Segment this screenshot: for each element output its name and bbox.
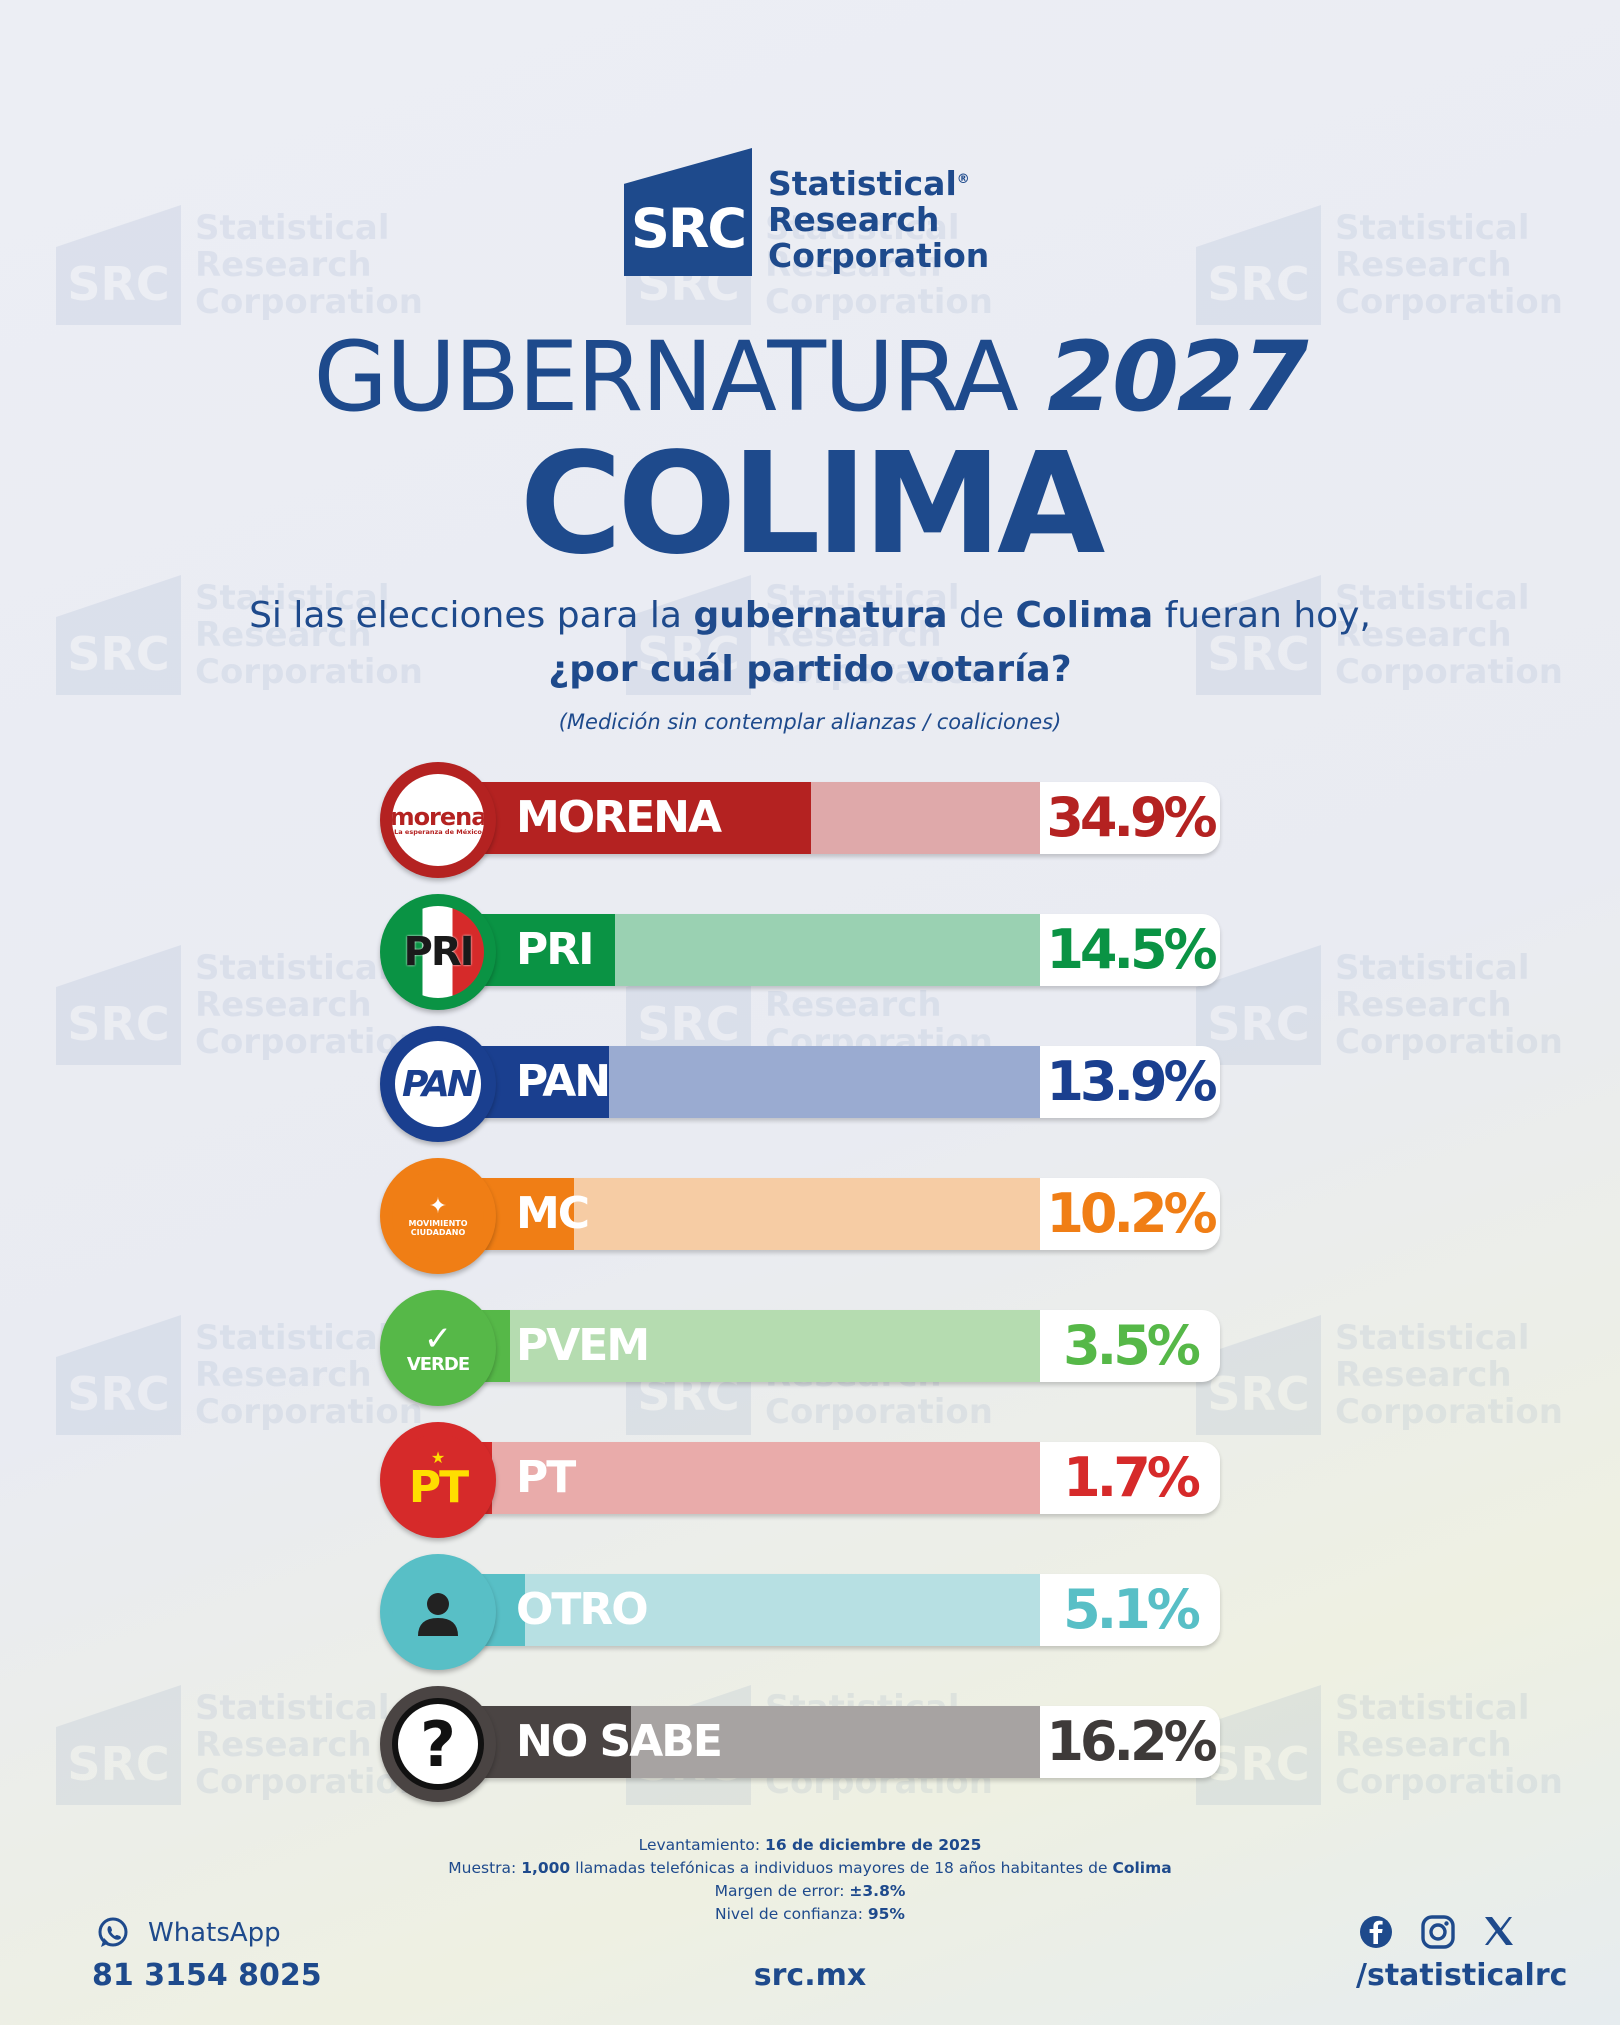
phone-number[interactable]: 81 3154 8025	[92, 1958, 322, 1993]
value-label: 1.7%	[1063, 1446, 1201, 1509]
bar-fill	[476, 914, 616, 986]
pri-logo-icon: PRI	[380, 894, 496, 1010]
bar-row: MC 10.2% ✦ MOVIMIENTO CIUDADANO	[380, 1158, 1250, 1282]
value-label: 13.9%	[1046, 1050, 1217, 1113]
pan-logo-icon: PAN	[380, 1026, 496, 1142]
category-label: MC	[516, 1188, 590, 1239]
value-label: 5.1%	[1063, 1578, 1201, 1641]
otro-person-icon	[380, 1554, 496, 1670]
value-label: 10.2%	[1046, 1182, 1217, 1245]
bar-track	[476, 1310, 1220, 1382]
title-main: GUBERNATURA	[313, 321, 1019, 433]
bar-row: PT 1.7% ★ PT	[380, 1422, 1250, 1546]
bar-background	[476, 1574, 1040, 1646]
bar-row: OTRO 5.1%	[380, 1554, 1250, 1678]
instagram-icon[interactable]	[1420, 1914, 1456, 1950]
logo-mark: SRC	[624, 148, 752, 276]
value-box	[1040, 1574, 1220, 1646]
footer-muestra: Muestra: 1,000 llamadas telefónicas a in…	[448, 1859, 1172, 1877]
category-label: NO SABE	[516, 1716, 723, 1767]
pvem-logo-icon: ✓ VERDE	[380, 1290, 496, 1406]
bar-row: MORENA 34.9% morena La esperanza de México	[380, 762, 1250, 886]
value-box	[1040, 1442, 1220, 1514]
value-box	[1040, 1310, 1220, 1382]
value-label: 34.9%	[1046, 786, 1217, 849]
bar-background	[476, 1442, 1040, 1514]
bar-fill	[476, 782, 811, 854]
state-title: COLIMA	[519, 423, 1106, 586]
src-logo: SRC Statistical® Research Corporation	[624, 148, 989, 276]
whatsapp-icon	[98, 1917, 128, 1947]
category-label: PRI	[516, 924, 594, 975]
footer-margen: Margen de error: ±3.8%	[714, 1882, 906, 1900]
pt-logo-icon: ★ PT	[380, 1422, 496, 1538]
bar-track	[476, 1046, 1220, 1118]
bar-fill	[476, 1706, 632, 1778]
bar-track	[476, 914, 1220, 986]
category-label: PVEM	[516, 1320, 650, 1371]
bar-track	[476, 1442, 1220, 1514]
method-note: (Medición sin contemplar alianzas / coal…	[558, 710, 1062, 734]
value-box	[1040, 1706, 1220, 1778]
value-box	[1040, 1178, 1220, 1250]
person-icon	[418, 1593, 458, 1636]
value-box	[1040, 1046, 1220, 1118]
value-box	[1040, 914, 1220, 986]
bar-track	[476, 782, 1220, 854]
social-handle[interactable]: /statisticalrc	[1356, 1958, 1568, 1993]
question-line-2: ¿por cuál partido votaría?	[548, 649, 1072, 690]
category-label: MORENA	[516, 792, 722, 843]
value-label: 14.5%	[1046, 918, 1217, 981]
x-icon[interactable]	[1482, 1914, 1516, 1948]
whatsapp-label: WhatsApp	[148, 1918, 281, 1948]
question-mark-icon: ?	[380, 1686, 496, 1802]
category-label: PAN	[516, 1056, 611, 1107]
value-box	[1040, 782, 1220, 854]
value-label: 3.5%	[1063, 1314, 1201, 1377]
footer-nivel: Nivel de confianza: 95%	[715, 1905, 905, 1923]
question-line-1: Si las elecciones para la gubernatura de…	[249, 595, 1371, 636]
bar-track	[476, 1574, 1220, 1646]
bar-row: PAN 13.9% PAN	[380, 1026, 1250, 1150]
value-label: 16.2%	[1046, 1710, 1217, 1773]
morena-logo-icon: morena La esperanza de México	[380, 762, 496, 878]
mc-logo-icon: ✦ MOVIMIENTO CIUDADANO	[380, 1158, 496, 1274]
bar-row: PRI 14.5% PRI	[380, 894, 1250, 1018]
facebook-icon[interactable]	[1358, 1914, 1394, 1950]
bar-track	[476, 1706, 1220, 1778]
logo-wordmark: Statistical® Research Corporation	[768, 164, 990, 275]
category-label: PT	[516, 1452, 576, 1503]
website-link[interactable]: src.mx	[753, 1958, 867, 1993]
category-label: OTRO	[516, 1584, 649, 1635]
page-title: GUBERNATURA 2027	[0, 322, 1620, 432]
social-icons	[1358, 1914, 1516, 1950]
bar-fill	[476, 1046, 610, 1118]
bar-row: NO SABE 16.2%?	[380, 1686, 1250, 1810]
bar-row: PVEM 3.5% ✓ VERDE	[380, 1290, 1250, 1414]
title-year: 2027	[1047, 321, 1308, 433]
bar-background	[476, 1310, 1040, 1382]
bar-track	[476, 1178, 1220, 1250]
footer-levantamiento: Levantamiento: 16 de diciembre de 2025	[638, 1836, 982, 1854]
whatsapp-link[interactable]: WhatsApp	[96, 1916, 281, 1950]
